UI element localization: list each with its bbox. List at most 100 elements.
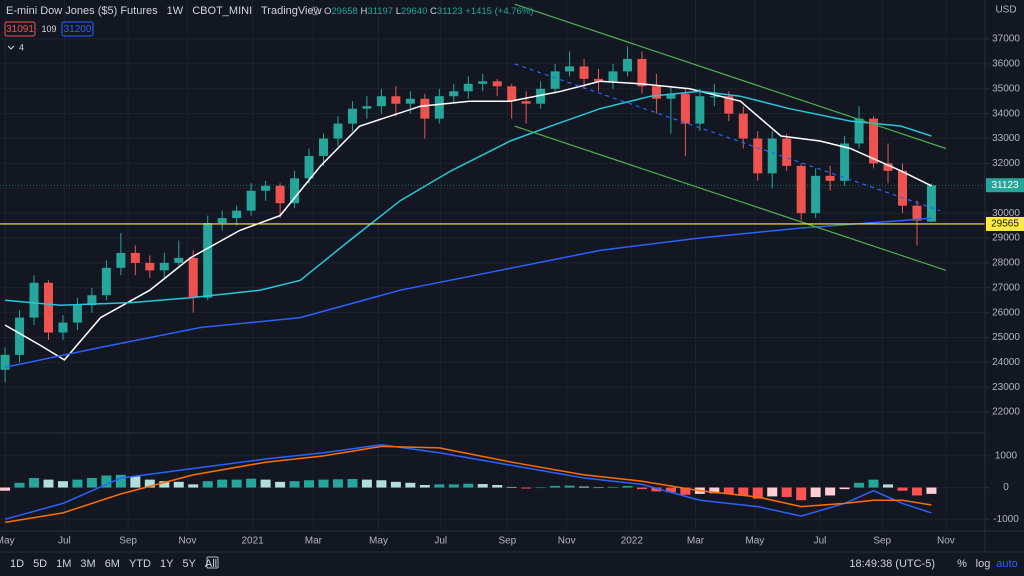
y-tick-label: 30000 — [992, 208, 1020, 219]
histogram-bar — [752, 487, 763, 499]
interval: 1W — [167, 5, 184, 17]
candle-body — [883, 163, 893, 171]
histogram-bar — [636, 487, 647, 490]
candle-body — [420, 98, 430, 119]
candle-body — [87, 295, 97, 306]
histogram-bar — [72, 479, 83, 488]
x-tick-label: Sep — [119, 536, 137, 547]
sell-price[interactable]: 31091 — [6, 24, 34, 35]
candle-body — [101, 267, 111, 296]
y-tick-label: 24000 — [992, 357, 1020, 368]
histogram-bar — [506, 486, 517, 488]
indicator-line — [4, 445, 932, 524]
range-button[interactable]: 6M — [105, 558, 120, 570]
candle-body — [579, 66, 589, 79]
x-tick-label: 2021 — [241, 536, 264, 547]
candle-body — [565, 66, 575, 72]
range-button[interactable]: YTD — [129, 558, 151, 570]
candle-body — [347, 108, 357, 124]
histogram-bar — [839, 487, 850, 490]
histogram-bar — [911, 487, 922, 496]
candle-body — [869, 118, 879, 164]
histogram-bar — [622, 485, 633, 488]
candle-body — [622, 58, 632, 72]
x-tick-label: Nov — [937, 536, 955, 547]
range-button[interactable]: All — [205, 558, 217, 570]
candle-body — [478, 81, 488, 84]
percent-toggle[interactable]: % — [957, 558, 967, 570]
candle-body — [796, 165, 806, 214]
range-button[interactable]: 5Y — [182, 558, 196, 570]
candle-body — [463, 83, 473, 92]
range-button[interactable]: 3M — [80, 558, 95, 570]
quote-value: 31123 — [437, 6, 463, 17]
sell-button[interactable] — [4, 21, 36, 37]
candle-body — [695, 96, 705, 124]
histogram-bar — [463, 483, 474, 488]
currency: USD — [995, 5, 1016, 16]
histogram-bar — [0, 487, 11, 491]
price-tag-label: 31123 — [991, 180, 1019, 191]
candle-body — [261, 185, 271, 191]
histogram-bar — [217, 479, 228, 488]
histogram-bar — [231, 479, 242, 488]
buy-price[interactable]: 31200 — [64, 24, 92, 35]
auto-toggle[interactable]: auto — [996, 558, 1017, 570]
x-tick-label: May — [0, 536, 15, 547]
candle-body — [275, 185, 285, 204]
histogram-bar — [825, 487, 836, 496]
price-tag — [986, 216, 1024, 231]
spread: 109 — [41, 24, 56, 34]
y-tick-label: 36000 — [992, 59, 1020, 70]
buy-button[interactable] — [61, 21, 94, 37]
range-button[interactable]: 1M — [56, 558, 71, 570]
status-icon — [310, 6, 320, 16]
candle-body — [159, 262, 169, 271]
y-tick-label: 27000 — [992, 282, 1020, 293]
toolbar: 18:49:38 (UTC-5) % log auto 1D 5D 1M 3M 6M YT… — [10, 556, 1018, 570]
indicator-line — [4, 444, 932, 520]
histogram-bar — [14, 482, 25, 488]
quote: O29658 H31197 L29640 C31123 +1415 (+4.76… — [324, 6, 533, 17]
histogram-bar — [564, 485, 575, 488]
y-tick-label: -1000 — [993, 514, 1019, 525]
histogram-bar — [550, 485, 561, 488]
candle-body — [507, 86, 517, 102]
histogram-bar — [86, 478, 97, 488]
candle-body — [130, 252, 140, 263]
price-tag-label: 29565 — [991, 219, 1019, 230]
quote-label: C — [430, 6, 437, 17]
candle-body — [15, 317, 25, 355]
calendar-icon[interactable] — [206, 556, 219, 569]
histogram-bar — [202, 481, 213, 488]
x-tick-label: Mar — [687, 536, 705, 547]
x-tick-label: Jul — [814, 536, 827, 547]
histogram-bar — [897, 487, 908, 491]
range-button[interactable]: 1D — [10, 558, 24, 570]
y-tick-label: 29000 — [992, 233, 1020, 244]
range-button[interactable]: 1Y — [160, 558, 174, 570]
histogram-bar — [260, 479, 271, 488]
clock: 18:49:38 (UTC-5) — [849, 558, 935, 570]
quote-label: L — [396, 6, 401, 17]
candle-body — [319, 138, 329, 156]
candle-body — [290, 178, 300, 204]
collapse-icon[interactable] — [7, 45, 15, 50]
candle-body — [594, 78, 604, 82]
price-tag — [986, 178, 1024, 193]
histogram-bar — [361, 479, 372, 488]
histogram-bar — [767, 487, 778, 497]
range-button[interactable]: 5D — [33, 558, 47, 570]
plot: 22000 23000 24000 25000 26000 27000 28000 29000… — [0, 0, 1020, 547]
histogram-bar — [593, 487, 604, 489]
log-toggle[interactable]: log — [976, 558, 991, 570]
histogram-bar — [419, 485, 430, 488]
histogram-bar — [304, 480, 315, 488]
trend-line — [514, 125, 947, 271]
candle-body — [72, 305, 82, 323]
candle-body — [912, 205, 922, 221]
indicator-count[interactable]: 4 — [19, 42, 24, 52]
candle-body — [767, 138, 777, 174]
candle-body — [43, 282, 53, 333]
